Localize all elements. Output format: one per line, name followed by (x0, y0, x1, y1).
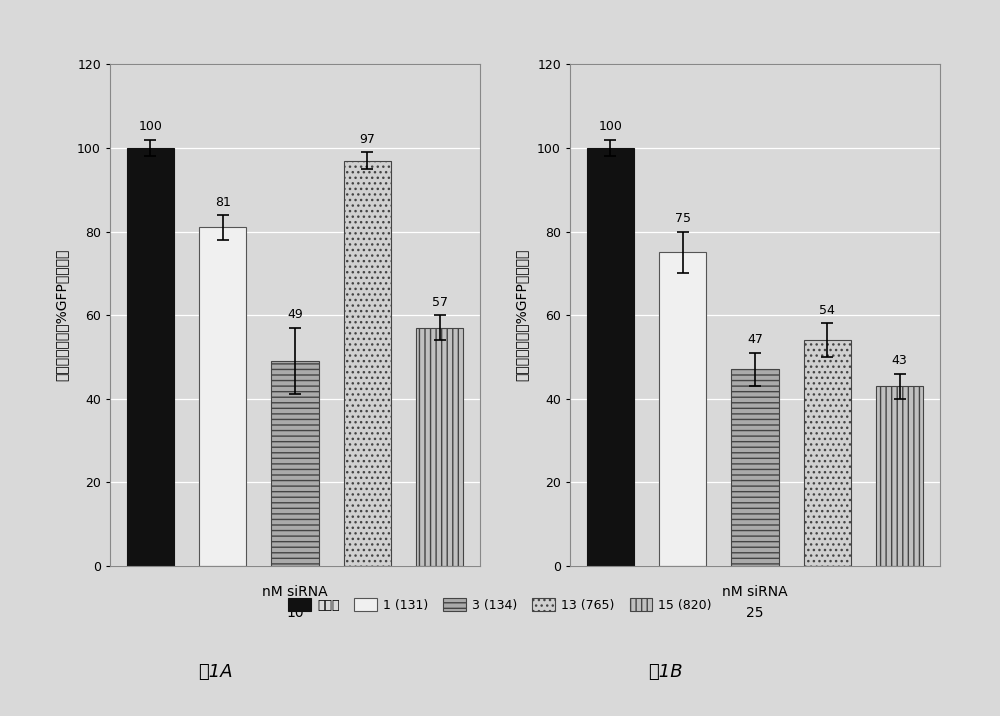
Bar (127, 148, 174, 566)
X-axis label: nM siRNA: nM siRNA (262, 585, 328, 599)
Legend: 非靶向, 1 (131), 3 (134), 13 (765), 15 (820): 非靶向, 1 (131), 3 (134), 13 (765), 15 (820… (283, 593, 717, 616)
Bar (344, 160, 391, 566)
Text: 图1B: 图1B (648, 662, 682, 681)
Text: 47: 47 (747, 334, 763, 347)
Bar (587, 148, 634, 566)
Bar (659, 253, 706, 566)
Text: 100: 100 (598, 120, 622, 133)
Bar (804, 340, 851, 566)
Bar (416, 328, 463, 566)
Text: 97: 97 (359, 133, 375, 146)
Text: 81: 81 (215, 195, 231, 208)
Text: 25: 25 (746, 606, 764, 620)
Bar (271, 361, 319, 566)
Text: 75: 75 (675, 212, 691, 226)
X-axis label: nM siRNA: nM siRNA (722, 585, 788, 599)
Text: 57: 57 (432, 296, 448, 309)
Text: 54: 54 (819, 304, 835, 317)
Bar (731, 369, 779, 566)
Y-axis label: 相对于非靶向的%GFP阳性细胞: 相对于非靶向的%GFP阳性细胞 (515, 249, 529, 381)
Text: 图1A: 图1A (198, 662, 232, 681)
Text: 100: 100 (138, 120, 162, 133)
Text: 10: 10 (286, 606, 304, 620)
Y-axis label: 相对于非靶向的%GFP阳性细胞: 相对于非靶向的%GFP阳性细胞 (55, 249, 69, 381)
Bar (199, 228, 246, 566)
Text: 43: 43 (892, 354, 908, 367)
Text: 49: 49 (287, 309, 303, 321)
Bar (876, 386, 923, 566)
